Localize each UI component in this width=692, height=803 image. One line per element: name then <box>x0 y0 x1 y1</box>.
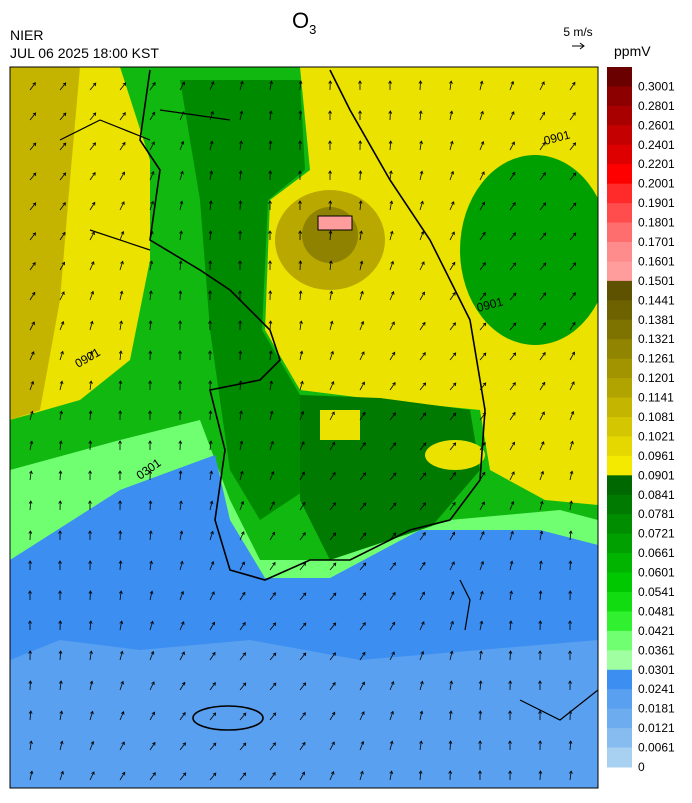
title: O3 <box>292 8 316 37</box>
legend-swatch <box>607 242 632 262</box>
legend-label: 0.0241 <box>638 682 675 696</box>
legend-swatch <box>607 125 632 145</box>
legend-swatch <box>607 611 632 631</box>
map <box>10 67 610 788</box>
legend-label: 0.1901 <box>638 196 675 210</box>
legend-label: 0.1501 <box>638 274 675 288</box>
legend-label: 0.0541 <box>638 585 675 599</box>
legend-label: 0.1381 <box>638 313 675 327</box>
legend-swatch <box>607 339 632 359</box>
legend-label: 0.0721 <box>638 527 675 541</box>
field <box>318 216 352 230</box>
legend-swatch <box>607 203 632 223</box>
legend-label: 0.0781 <box>638 507 675 521</box>
legend-swatch <box>607 748 632 768</box>
legend-swatch <box>607 436 632 456</box>
legend-swatch <box>607 456 632 476</box>
legend-swatch <box>607 573 632 593</box>
legend-swatch <box>607 145 632 165</box>
wind-shaft <box>360 171 361 180</box>
legend-label: 0.1261 <box>638 352 675 366</box>
legend-label: 0.1081 <box>638 410 675 424</box>
wind-shaft <box>90 591 91 600</box>
legend-swatch <box>607 164 632 184</box>
legend-swatch <box>607 553 632 573</box>
legend-swatch <box>607 495 632 515</box>
title-main: O <box>292 8 309 33</box>
legend-swatch <box>607 378 632 398</box>
title-sub: 3 <box>309 22 316 37</box>
legend-swatch <box>607 67 632 87</box>
datetime: JUL 06 2025 18:00 KST <box>10 45 159 61</box>
legend-label: 0.0361 <box>638 643 675 657</box>
legend-swatch <box>607 281 632 301</box>
legend-label: 0.2001 <box>638 177 675 191</box>
legend-swatch <box>607 670 632 690</box>
legend-label: 0.0181 <box>638 702 675 716</box>
legend-swatch <box>607 300 632 320</box>
agency: NIER <box>10 27 43 43</box>
legend-swatch <box>607 709 632 729</box>
legend-swatch <box>607 359 632 379</box>
legend-label: 0.0121 <box>638 721 675 735</box>
legend-swatch <box>607 320 632 340</box>
legend-label: 0.1021 <box>638 429 675 443</box>
legend-swatch <box>607 592 632 612</box>
field <box>425 440 485 470</box>
legend-label: 0 <box>638 760 645 774</box>
legend-label: 0.0061 <box>638 741 675 755</box>
legend-label: 0.2201 <box>638 157 675 171</box>
legend-swatch <box>607 650 632 670</box>
legend: 0.3001 0.2801 0.2601 0.2401 0.2201 0.2001 0.19… <box>607 67 675 774</box>
legend-label: 0.0901 <box>638 468 675 482</box>
legend-swatch <box>607 184 632 204</box>
legend-label: 0.3001 <box>638 79 675 93</box>
legend-swatch <box>607 398 632 418</box>
legend-swatch <box>607 106 632 126</box>
legend-label: 0.1801 <box>638 216 675 230</box>
wind-shaft <box>540 771 541 780</box>
legend-label: 0.1141 <box>638 391 674 405</box>
legend-swatch <box>607 728 632 748</box>
field <box>460 155 610 345</box>
wind-scale-label: 5 m/s <box>563 25 592 39</box>
legend-label: 0.0661 <box>638 546 675 560</box>
legend-label: 0.0601 <box>638 566 675 580</box>
legend-unit: ppmV <box>614 43 651 59</box>
field <box>320 410 360 440</box>
legend-swatch <box>607 223 632 243</box>
legend-swatch <box>607 534 632 554</box>
legend-label: 0.0841 <box>638 488 675 502</box>
legend-label: 0.0421 <box>638 624 675 638</box>
legend-swatch <box>607 514 632 534</box>
legend-label: 0.1601 <box>638 254 675 268</box>
legend-label: 0.1701 <box>638 235 675 249</box>
legend-label: 0.2601 <box>638 118 675 132</box>
legend-label: 0.0301 <box>638 663 675 677</box>
legend-label: 0.1441 <box>638 293 675 307</box>
legend-swatch <box>607 86 632 106</box>
legend-swatch <box>607 475 632 495</box>
legend-label: 0.2401 <box>638 138 675 152</box>
legend-swatch <box>607 417 632 437</box>
legend-swatch <box>607 261 632 281</box>
legend-label: 0.0481 <box>638 604 675 618</box>
legend-label: 0.1201 <box>638 371 675 385</box>
wind-scale-arrow <box>572 43 584 49</box>
legend-swatch <box>607 631 632 651</box>
legend-label: 0.2801 <box>638 99 675 113</box>
legend-label: 0.0961 <box>638 449 675 463</box>
legend-label: 0.1321 <box>638 332 675 346</box>
legend-swatch <box>607 689 632 709</box>
